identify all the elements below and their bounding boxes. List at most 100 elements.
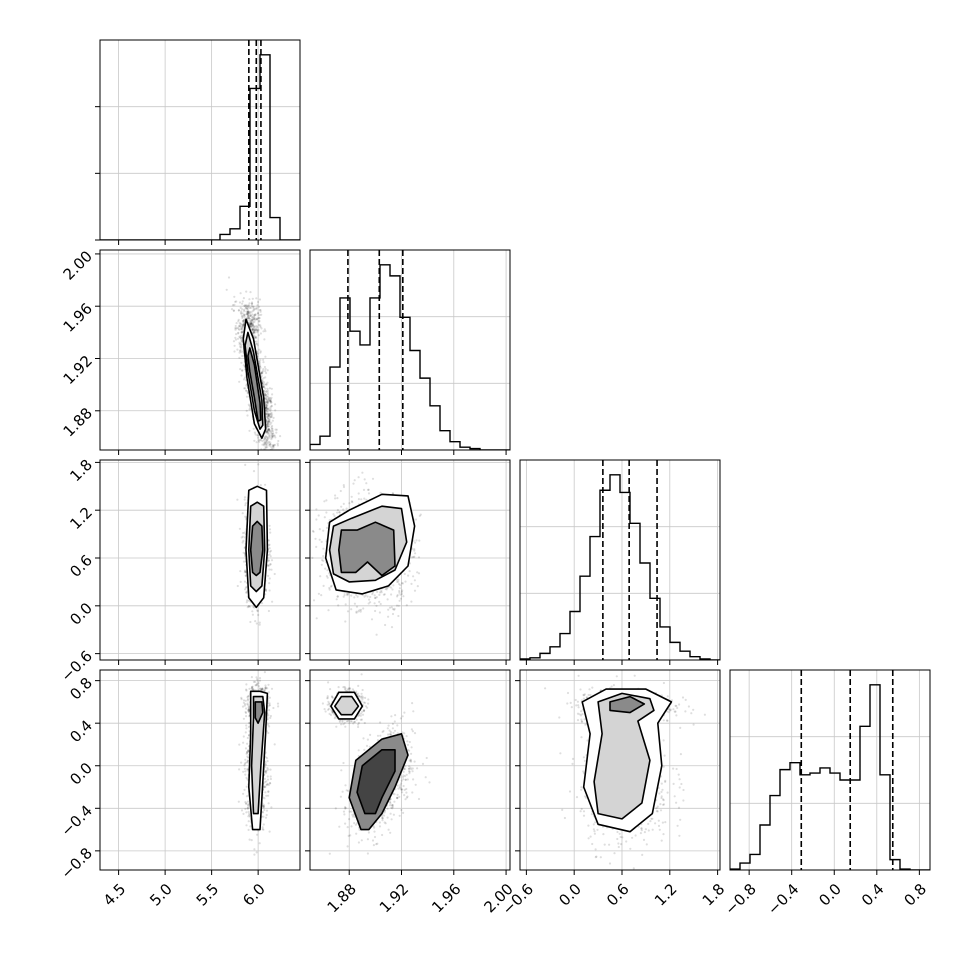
scatter-point	[251, 610, 253, 612]
scatter-point	[268, 568, 270, 570]
scatter-point	[358, 476, 360, 478]
scatter-point	[374, 602, 376, 604]
scatter-point	[240, 326, 242, 328]
scatter-point	[368, 492, 370, 494]
scatter-point	[253, 428, 255, 430]
scatter-point	[374, 594, 376, 596]
scatter-point	[242, 536, 244, 538]
scatter-point	[272, 433, 274, 435]
scatter-point	[268, 419, 270, 421]
scatter-point	[378, 594, 380, 596]
scatter-point	[324, 568, 326, 570]
scatter-point	[271, 454, 273, 456]
scatter-point	[246, 414, 248, 416]
y-tick-label: 0.0	[66, 599, 96, 629]
panel-frame	[100, 460, 300, 660]
scatter-point	[258, 685, 260, 687]
scatter-point	[268, 539, 270, 541]
scatter-point	[271, 393, 273, 395]
scatter-point	[271, 428, 273, 430]
scatter-point	[246, 703, 248, 705]
scatter-point	[254, 620, 256, 622]
scatter-point	[244, 464, 246, 466]
scatter-point	[253, 326, 255, 328]
scatter-point	[264, 671, 266, 673]
scatter-point	[269, 697, 271, 699]
scatter-point	[247, 308, 249, 310]
scatter-point	[322, 555, 324, 557]
scatter-point	[270, 465, 272, 467]
scatter-point	[390, 593, 392, 595]
scatter-point	[255, 676, 257, 678]
scatter-point	[242, 312, 244, 314]
scatter-point	[340, 506, 342, 508]
scatter-point	[280, 468, 282, 470]
scatter-point	[270, 569, 272, 571]
scatter-point	[267, 560, 269, 562]
scatter-point	[269, 387, 271, 389]
scatter-point	[256, 343, 258, 345]
scatter-point	[237, 320, 239, 322]
scatter-point	[258, 317, 260, 319]
scatter-point	[271, 425, 273, 427]
scatter-point	[326, 575, 328, 577]
scatter-point	[275, 432, 277, 434]
scatter-point	[245, 715, 247, 717]
panel-0-0	[95, 40, 300, 245]
scatter-point	[233, 309, 235, 311]
scatter-point	[238, 357, 240, 359]
scatter-point	[236, 499, 238, 501]
scatter-point	[391, 626, 393, 628]
scatter-point	[323, 500, 325, 502]
scatter-point	[241, 369, 243, 371]
scatter-point	[391, 606, 393, 608]
scatter-point	[406, 604, 408, 606]
scatter-point	[271, 451, 273, 453]
scatter-point	[275, 457, 277, 459]
scatter-point	[268, 421, 270, 423]
scatter-point	[279, 479, 281, 481]
scatter-point	[336, 596, 338, 598]
scatter-point	[277, 444, 279, 446]
scatter-point	[409, 570, 411, 572]
scatter-point	[397, 594, 399, 596]
scatter-point	[240, 581, 242, 583]
scatter-point	[337, 509, 339, 511]
scatter-point	[264, 376, 266, 378]
scatter-point	[269, 453, 271, 455]
scatter-point	[271, 688, 273, 690]
scatter-point	[261, 372, 263, 374]
scatter-point	[251, 328, 253, 330]
scatter-point	[242, 300, 244, 302]
scatter-point	[233, 304, 235, 306]
scatter-point	[262, 361, 264, 363]
scatter-point	[390, 587, 392, 589]
scatter-point	[400, 598, 402, 600]
scatter-point	[274, 435, 276, 437]
scatter-point	[258, 334, 260, 336]
scatter-point	[315, 518, 317, 520]
scatter-point	[267, 416, 269, 418]
scatter-point	[252, 298, 254, 300]
scatter-point	[239, 368, 241, 370]
scatter-point	[255, 329, 257, 331]
scatter-point	[262, 370, 264, 372]
scatter-point	[343, 484, 345, 486]
scatter-point	[393, 609, 395, 611]
scatter-point	[233, 350, 235, 352]
scatter-point	[242, 532, 244, 534]
scatter-point	[234, 327, 236, 329]
scatter-point	[360, 498, 362, 500]
scatter-point	[376, 634, 378, 636]
scatter-point	[350, 608, 352, 610]
scatter-point	[253, 321, 255, 323]
scatter-point	[265, 372, 267, 374]
scatter-point	[267, 431, 269, 433]
scatter-point	[244, 496, 246, 498]
scatter-point	[241, 308, 243, 310]
scatter-point	[276, 429, 278, 431]
scatter-point	[238, 326, 240, 328]
scatter-point	[256, 318, 258, 320]
scatter-point	[260, 332, 262, 334]
